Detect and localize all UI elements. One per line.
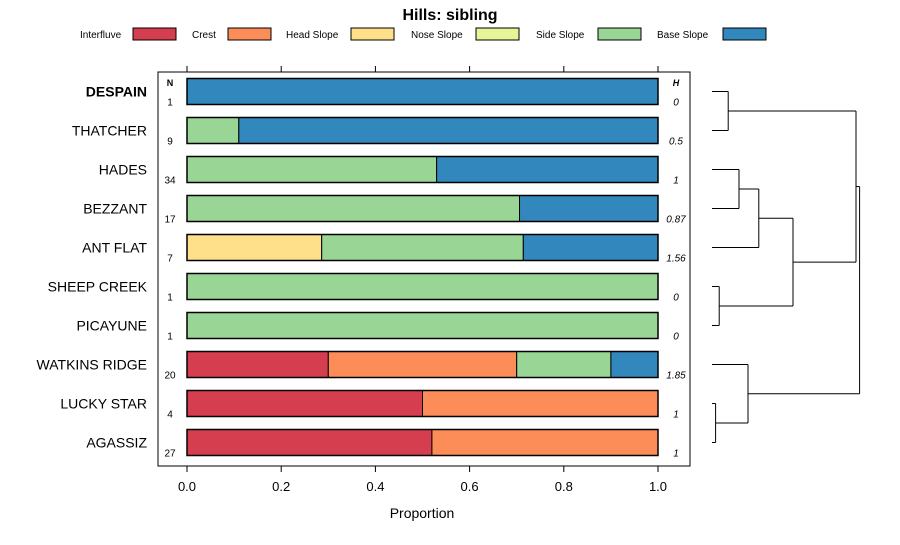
x-axis-label: Proportion [390, 505, 455, 521]
bar-segment-watkins-ridge-crest [327, 351, 518, 378]
x-tick-label: 0.6 [461, 479, 479, 494]
legend-label-interfluve: Interfluve [80, 30, 122, 41]
bar-outline-thatcher [186, 116, 659, 145]
h-header: H [673, 78, 680, 88]
row-label-bezzant: BEZZANT [83, 201, 147, 217]
n-value: 27 [164, 449, 176, 460]
n-header: N [167, 78, 174, 88]
h-value: 0 [673, 98, 679, 109]
legend-swatch-interfluve [132, 27, 177, 41]
bar-outline-picayune [186, 311, 659, 340]
row-label-thatcher: THATCHER [72, 123, 147, 139]
row-label-despain: DESPAIN [86, 84, 147, 100]
dendrogram [712, 91, 861, 443]
n-value: 4 [167, 410, 173, 421]
bar-outline-ant-flat [186, 233, 659, 262]
bar-segment-thatcher-side-slope [186, 117, 240, 144]
n-value: 7 [167, 254, 173, 265]
h-value: 0 [673, 293, 679, 304]
row-label-lucky-star: LUCKY STAR [60, 396, 147, 412]
bar-segment-agassiz-crest [431, 429, 659, 456]
bar-segment-picayune-side-slope [186, 312, 659, 339]
n-value: 34 [164, 176, 176, 187]
legend-swatch-nose-slope [475, 27, 520, 41]
h-value: 0.5 [669, 137, 683, 148]
bar-segment-ant-flat-side-slope [321, 234, 524, 261]
x-tick-label: 1.0 [649, 479, 667, 494]
bar-segment-watkins-ridge-side-slope [516, 351, 612, 378]
bar-segment-hades-side-slope [186, 156, 438, 183]
n-value: 1 [167, 98, 173, 109]
bar-outline-despain [186, 77, 659, 106]
legend-label-base-slope: Base Slope [657, 30, 709, 41]
h-value: 0 [673, 332, 679, 343]
bar-segment-lucky-star-interfluve [186, 390, 423, 417]
h-value: 1 [673, 176, 679, 187]
bar-segment-thatcher-base-slope [238, 117, 659, 144]
legend-label-side-slope: Side Slope [536, 30, 585, 41]
bar-segment-despain-base-slope [186, 78, 659, 105]
bar-segment-lucky-star-crest [422, 390, 659, 417]
h-value: 1 [673, 449, 679, 460]
n-value: 1 [167, 293, 173, 304]
bar-segment-hades-base-slope [436, 156, 659, 183]
legend: Interfluve Crest Head Slope Nose Slope Side … [80, 27, 767, 41]
bar-outline-watkins-ridge [186, 350, 659, 379]
x-tick-label: 0.8 [555, 479, 573, 494]
bar-segment-sheep-creek-side-slope [186, 273, 659, 300]
legend-swatch-crest [227, 27, 272, 41]
bar-segment-agassiz-interfluve [186, 429, 433, 456]
legend-label-nose-slope: Nose Slope [411, 30, 463, 41]
h-value: 1.56 [666, 254, 686, 265]
plot-area: 0.0 0.2 0.4 0.6 0.8 1.0 N H DESPAIN 1 0 THATCHER 9 0.… [37, 66, 691, 494]
bar-outline-lucky-star [186, 389, 659, 418]
plot-frame [157, 71, 691, 467]
legend-label-crest: Crest [192, 30, 216, 41]
row-label-sheep-creek: SHEEP CREEK [48, 279, 148, 295]
chart-title: Hills: sibling [402, 7, 497, 24]
bar-outline-agassiz [186, 428, 659, 457]
row-label-ant-flat: ANT FLAT [82, 240, 147, 256]
h-value: 1.85 [666, 371, 686, 382]
bar-segment-ant-flat-head-slope [186, 234, 323, 261]
h-value: 1 [673, 410, 679, 421]
bar-outline-bezzant [186, 194, 659, 223]
bar-segment-bezzant-side-slope [186, 195, 521, 222]
row-label-hades: HADES [99, 162, 147, 178]
row-label-watkins-ridge: WATKINS RIDGE [37, 357, 147, 373]
bar-segment-ant-flat-base-slope [522, 234, 659, 261]
h-value: 0.87 [666, 215, 686, 226]
bar-segment-watkins-ridge-base-slope [610, 351, 659, 378]
legend-swatch-base-slope [722, 27, 767, 41]
legend-label-head-slope: Head Slope [286, 30, 339, 41]
n-value: 9 [167, 137, 173, 148]
bar-segment-bezzant-base-slope [519, 195, 659, 222]
bar-outline-hades [186, 155, 659, 184]
legend-swatch-head-slope [350, 27, 395, 41]
n-value: 20 [164, 371, 176, 382]
row-label-picayune: PICAYUNE [76, 318, 147, 334]
x-tick-label: 0.2 [272, 479, 290, 494]
bar-outline-sheep-creek [186, 272, 659, 301]
n-value: 1 [167, 332, 173, 343]
x-tick-label: 0.0 [178, 479, 196, 494]
legend-swatch-side-slope [597, 27, 642, 41]
bar-segment-watkins-ridge-interfluve [186, 351, 329, 378]
x-tick-label: 0.4 [366, 479, 384, 494]
n-value: 17 [164, 215, 176, 226]
row-label-agassiz: AGASSIZ [86, 435, 147, 451]
